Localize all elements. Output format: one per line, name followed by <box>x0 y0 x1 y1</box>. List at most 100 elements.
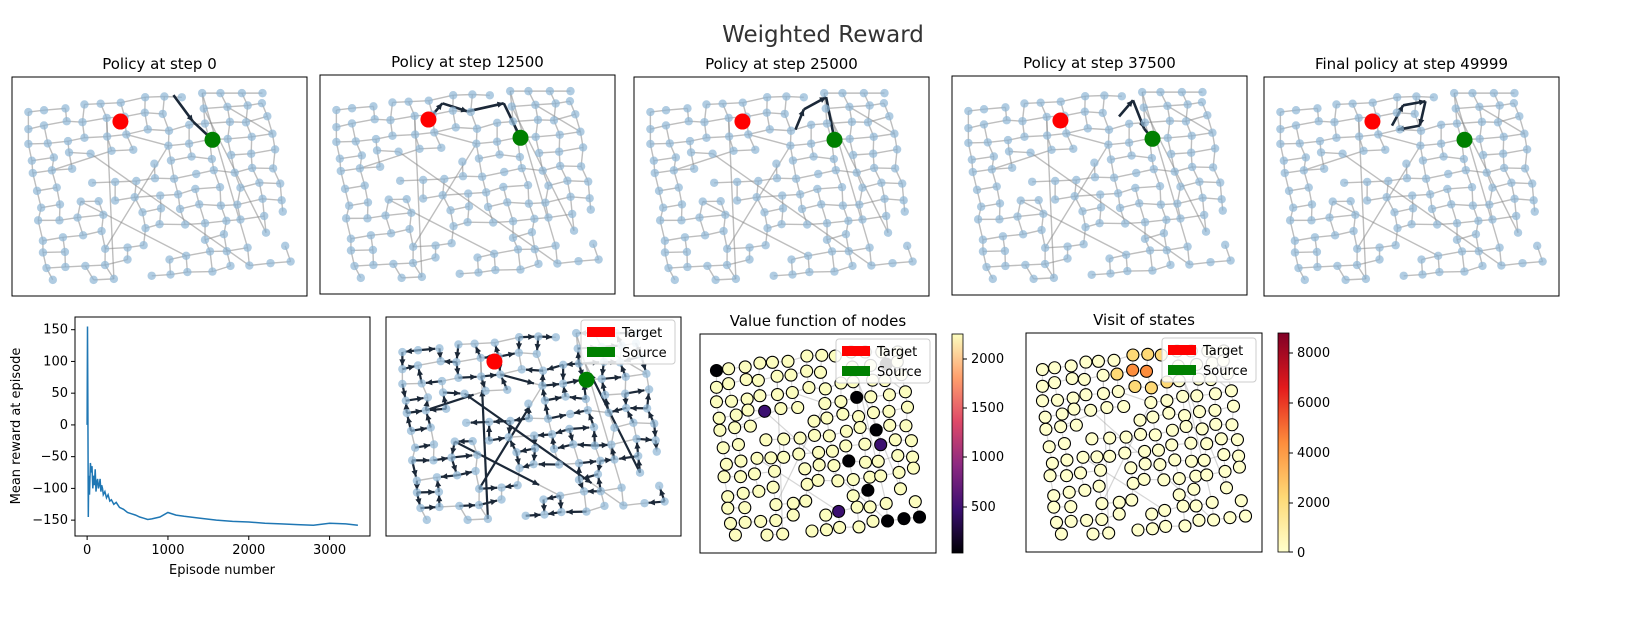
policy-arrowhead <box>494 345 501 353</box>
graph-node <box>1452 219 1462 228</box>
graph-node <box>695 213 704 222</box>
graph-node <box>1062 129 1071 138</box>
state-node <box>1067 402 1081 416</box>
state-node <box>1076 450 1090 464</box>
state-node <box>883 418 897 432</box>
x-tick-label: 3000 <box>313 543 346 558</box>
graph-node <box>1127 151 1136 160</box>
state-node <box>1148 428 1162 442</box>
graph-node <box>650 168 659 178</box>
graph-node <box>711 275 720 285</box>
graph-node <box>173 190 183 199</box>
graph-node <box>972 185 982 195</box>
graph-node <box>184 139 194 148</box>
state-node <box>1230 433 1244 447</box>
graph-node <box>722 244 732 253</box>
state-node <box>791 400 805 415</box>
reward-series-line <box>86 326 358 526</box>
policy-arrowhead <box>416 395 424 403</box>
graph-node <box>524 414 534 423</box>
graph-node <box>1392 93 1402 102</box>
graph-node <box>660 248 670 257</box>
graph-node <box>1163 101 1172 111</box>
legend-source-label: Source <box>877 365 922 380</box>
state-node <box>1138 457 1152 471</box>
graph-node <box>1395 125 1404 134</box>
graph-node <box>447 453 456 462</box>
state-node <box>812 445 826 459</box>
graph-node <box>566 409 575 419</box>
graph-node <box>890 129 899 138</box>
graph-node <box>744 130 753 139</box>
graph-node <box>32 186 42 196</box>
graph-node <box>81 261 90 271</box>
graph-node <box>39 121 49 130</box>
target-node <box>420 111 437 128</box>
graph-node <box>877 178 886 187</box>
graph-node <box>1359 146 1368 156</box>
state-node <box>769 513 783 528</box>
graph-node <box>1530 207 1539 216</box>
graph-node <box>1495 101 1504 110</box>
graph-node <box>674 183 683 192</box>
graph-node <box>566 192 575 202</box>
graph-node <box>660 497 669 506</box>
graph-node <box>590 441 600 450</box>
graph-edge <box>105 117 115 279</box>
graph-node <box>1021 260 1030 270</box>
graph-node <box>1443 184 1452 194</box>
graph-node <box>1124 119 1134 128</box>
state-node <box>1146 410 1160 424</box>
graph-node <box>859 88 869 98</box>
policy-arrowhead <box>600 382 607 389</box>
legend-value: Target Source <box>835 338 931 384</box>
policy-graph-2 <box>646 88 917 285</box>
graph-node <box>576 162 586 171</box>
state-node <box>1118 446 1132 460</box>
state-node <box>1038 410 1052 424</box>
graph-node <box>819 88 829 98</box>
graph-node <box>967 155 977 164</box>
graph-node <box>1467 182 1477 192</box>
state-node <box>753 389 767 403</box>
state-node <box>815 348 829 362</box>
graph-node <box>257 98 267 108</box>
graph-node <box>708 149 717 158</box>
graph-node <box>530 444 540 453</box>
graph-node <box>1020 99 1029 108</box>
graph-node <box>1352 244 1362 253</box>
graph-node <box>76 197 85 206</box>
state-node <box>1179 419 1193 434</box>
graph-node <box>110 177 120 187</box>
graph-node <box>286 257 295 266</box>
graph-node <box>48 275 58 285</box>
graph-node <box>1186 148 1196 157</box>
graph-node <box>1538 257 1547 266</box>
graph-edge <box>1342 153 1502 267</box>
state-node <box>1117 399 1131 414</box>
graph-node <box>1203 111 1212 120</box>
graph-node <box>865 243 874 252</box>
graph-node <box>255 178 264 187</box>
graph-node <box>852 168 861 177</box>
graph-node <box>1488 183 1497 192</box>
graph-edge <box>227 106 273 135</box>
graph-node <box>791 174 801 183</box>
graph-node <box>1105 254 1114 263</box>
graph-node <box>841 229 851 239</box>
graph-node <box>417 272 427 282</box>
graph-node <box>418 175 428 185</box>
graph-edge <box>134 194 161 198</box>
policy-arrowhead <box>640 363 647 371</box>
graph-node <box>1416 141 1425 150</box>
state-node <box>1119 430 1133 444</box>
graph-node <box>555 491 565 500</box>
graph-node <box>1106 155 1116 164</box>
graph-node <box>236 215 245 224</box>
graph-node <box>551 99 560 108</box>
graph-node <box>788 270 797 279</box>
state-node <box>1141 347 1155 361</box>
graph-node <box>341 214 351 223</box>
graph-node <box>191 184 200 194</box>
